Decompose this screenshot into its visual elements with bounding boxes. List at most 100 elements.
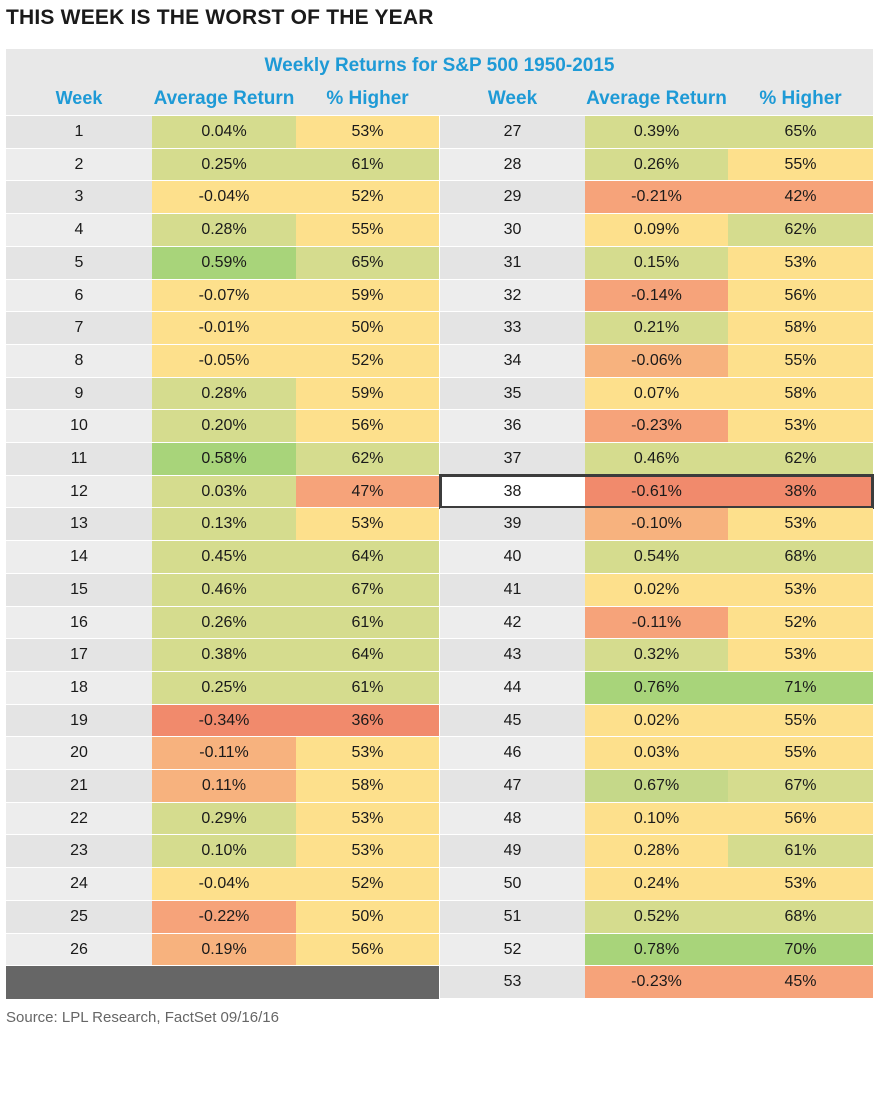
week-cell: 13 [6, 508, 152, 540]
pct-higher-cell: 36% [296, 705, 439, 736]
week-cell: 29 [440, 181, 585, 213]
average-return-cell: 0.03% [152, 476, 296, 507]
pct-higher-cell: 53% [296, 835, 439, 867]
week-cell: 23 [6, 835, 152, 867]
pct-higher-cell: 38% [728, 476, 873, 507]
week-cell: 18 [6, 672, 152, 704]
week-cell: 27 [440, 116, 585, 148]
week-cell: 19 [6, 705, 152, 736]
week-cell: 12 [6, 476, 152, 507]
pct-higher-cell: 71% [728, 672, 873, 704]
empty-filler-block [6, 966, 439, 999]
week-cell: 48 [440, 803, 585, 834]
pct-higher-cell: 59% [296, 378, 439, 409]
average-return-cell: -0.11% [152, 737, 296, 769]
average-return-cell: -0.14% [585, 280, 728, 311]
pct-higher-cell: 67% [296, 574, 439, 606]
pct-higher-cell: 55% [728, 705, 873, 736]
week-cell: 28 [440, 149, 585, 180]
pct-higher-cell: 64% [296, 541, 439, 573]
week-cell: 45 [440, 705, 585, 736]
pct-higher-cell: 65% [296, 247, 439, 279]
pct-higher-cell: 62% [296, 443, 439, 475]
week-cell: 26 [6, 934, 152, 965]
table-header-background [6, 49, 873, 115]
average-return-cell: 0.09% [585, 214, 728, 246]
average-return-cell: -0.06% [585, 345, 728, 377]
week-cell: 20 [6, 737, 152, 769]
pct-higher-cell: 55% [728, 737, 873, 769]
average-return-cell: -0.23% [585, 410, 728, 442]
pct-higher-cell: 62% [728, 214, 873, 246]
week-cell: 3 [6, 181, 152, 213]
average-return-cell: 0.28% [152, 378, 296, 409]
average-return-cell: -0.11% [585, 607, 728, 638]
week-cell: 17 [6, 639, 152, 671]
pct-higher-cell: 45% [728, 966, 873, 998]
week-cell: 15 [6, 574, 152, 606]
pct-higher-cell: 42% [728, 181, 873, 213]
average-return-cell: -0.23% [585, 966, 728, 998]
pct-higher-cell: 55% [296, 214, 439, 246]
week-cell: 47 [440, 770, 585, 802]
average-return-cell: 0.13% [152, 508, 296, 540]
week-cell: 50 [440, 868, 585, 900]
week-cell: 41 [440, 574, 585, 606]
pct-higher-cell: 53% [728, 410, 873, 442]
pct-higher-cell: 61% [296, 607, 439, 638]
average-return-cell: 0.10% [152, 835, 296, 867]
table-subtitle: Weekly Returns for S&P 500 1950-2015 [264, 55, 615, 76]
pct-higher-cell: 52% [728, 607, 873, 638]
average-return-cell: 0.46% [585, 443, 728, 475]
week-cell: 6 [6, 280, 152, 311]
week-cell: 22 [6, 803, 152, 834]
pct-higher-cell: 62% [728, 443, 873, 475]
header-higher-left: % Higher [326, 88, 409, 109]
average-return-cell: 0.02% [585, 574, 728, 606]
page-title: THIS WEEK IS THE WORST OF THE YEAR [6, 6, 434, 29]
week-cell: 42 [440, 607, 585, 638]
week-cell: 24 [6, 868, 152, 900]
pct-higher-cell: 55% [728, 149, 873, 180]
week-cell: 51 [440, 901, 585, 933]
week-cell: 33 [440, 312, 585, 344]
average-return-cell: -0.21% [585, 181, 728, 213]
header-avg-right: Average Return [586, 88, 727, 109]
average-return-cell: 0.32% [585, 639, 728, 671]
average-return-cell: -0.34% [152, 705, 296, 736]
average-return-cell: 0.11% [152, 770, 296, 802]
average-return-cell: 0.39% [585, 116, 728, 148]
pct-higher-cell: 50% [296, 901, 439, 933]
pct-higher-cell: 67% [728, 770, 873, 802]
pct-higher-cell: 56% [296, 410, 439, 442]
week-cell: 9 [6, 378, 152, 409]
pct-higher-cell: 56% [296, 934, 439, 965]
average-return-cell: 0.02% [585, 705, 728, 736]
average-return-cell: 0.29% [152, 803, 296, 834]
average-return-cell: -0.05% [152, 345, 296, 377]
pct-higher-cell: 53% [296, 508, 439, 540]
week-cell: 52 [440, 934, 585, 965]
pct-higher-cell: 61% [728, 835, 873, 867]
pct-higher-cell: 58% [728, 312, 873, 344]
pct-higher-cell: 64% [296, 639, 439, 671]
week-cell: 36 [440, 410, 585, 442]
pct-higher-cell: 52% [296, 181, 439, 213]
average-return-cell: 0.25% [152, 149, 296, 180]
pct-higher-cell: 65% [728, 116, 873, 148]
week-cell: 1 [6, 116, 152, 148]
average-return-cell: -0.01% [152, 312, 296, 344]
pct-higher-cell: 53% [296, 737, 439, 769]
header-week-right: Week [487, 88, 538, 109]
pct-higher-cell: 61% [296, 672, 439, 704]
average-return-cell: -0.22% [152, 901, 296, 933]
pct-higher-cell: 53% [728, 574, 873, 606]
average-return-cell: 0.26% [152, 607, 296, 638]
pct-higher-cell: 58% [296, 770, 439, 802]
pct-higher-cell: 68% [728, 541, 873, 573]
pct-higher-cell: 70% [728, 934, 873, 965]
week-cell: 46 [440, 737, 585, 769]
average-return-cell: 0.10% [585, 803, 728, 834]
week-cell: 49 [440, 835, 585, 867]
pct-higher-cell: 59% [296, 280, 439, 311]
